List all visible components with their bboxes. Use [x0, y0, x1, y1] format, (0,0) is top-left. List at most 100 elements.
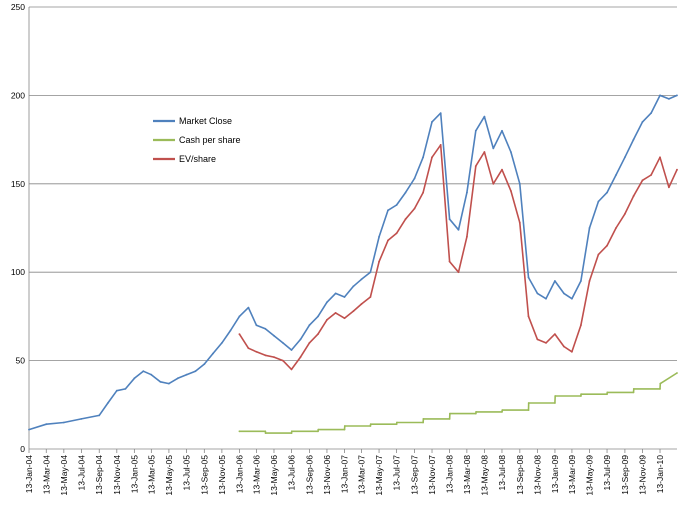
data-point-cash-per-share — [527, 402, 530, 404]
data-point-ev-share — [247, 347, 250, 350]
data-point-market-close — [326, 301, 328, 304]
data-point-cash-per-share — [448, 418, 451, 420]
legend-label-ev-share: EV/share — [179, 154, 216, 164]
data-point-market-close — [659, 94, 661, 97]
data-point-ev-share — [632, 195, 635, 198]
y-tick-label: 50 — [16, 356, 26, 366]
x-tick-label: 13-Mar-04 — [41, 455, 51, 494]
legend-label-market-close: Market Close — [179, 116, 232, 126]
data-point-market-close — [133, 377, 136, 380]
data-point-ev-share — [422, 191, 424, 194]
data-point-market-close — [431, 121, 433, 123]
data-point-market-close — [247, 306, 250, 309]
x-tick-label: 13-May-07 — [374, 455, 384, 496]
data-point-cash-per-share — [632, 391, 635, 394]
data-point-cash-per-share — [659, 382, 662, 385]
data-point-ev-share — [255, 350, 258, 353]
data-point-market-close — [273, 334, 275, 337]
x-tick-label: 13-Nov-04 — [112, 455, 122, 495]
data-point-ev-share — [518, 221, 521, 224]
data-point-market-close — [194, 370, 197, 373]
data-point-market-close — [536, 292, 539, 295]
data-point-market-close — [483, 115, 486, 118]
data-point-ev-share — [571, 350, 573, 353]
x-tick-label: 13-Jan-04 — [24, 455, 34, 494]
data-point-market-close — [317, 315, 319, 318]
data-point-ev-share — [369, 296, 372, 298]
data-point-market-close — [632, 138, 635, 141]
data-point-cash-per-share — [369, 425, 372, 427]
data-point-cash-per-share — [264, 430, 267, 433]
x-tick-label: 13-Jan-09 — [550, 455, 560, 494]
data-point-market-close — [308, 324, 311, 327]
data-point-cash-per-share — [659, 388, 661, 390]
x-tick-label: 13-Mar-08 — [462, 455, 472, 494]
data-point-ev-share — [413, 207, 416, 210]
x-tick-label: 13-Jul-05 — [181, 455, 191, 491]
data-point-ev-share — [457, 271, 460, 274]
data-point-market-close — [571, 297, 573, 300]
data-point-market-close — [597, 200, 600, 203]
data-point-market-close — [518, 182, 521, 185]
data-point-ev-share — [466, 235, 468, 238]
data-point-ev-share — [264, 354, 267, 357]
x-tick-label: 13-Sep-04 — [94, 455, 104, 495]
data-point-cash-per-share — [264, 432, 267, 434]
data-point-ev-share — [588, 280, 591, 282]
data-point-cash-per-share — [676, 372, 678, 374]
data-point-ev-share — [554, 333, 556, 335]
data-point-ev-share — [352, 310, 355, 312]
data-point-market-close — [124, 388, 127, 390]
data-point-market-close — [45, 423, 48, 426]
data-point-cash-per-share — [527, 409, 530, 411]
y-tick-label: 250 — [11, 2, 25, 12]
data-point-cash-per-share — [606, 391, 609, 394]
data-point-cash-per-share — [395, 423, 398, 426]
data-point-market-close — [466, 191, 468, 194]
data-point-market-close — [98, 414, 101, 417]
data-point-ev-share — [659, 156, 661, 159]
x-tick-label: 13-Nov-08 — [532, 455, 542, 495]
data-point-ev-share — [378, 260, 380, 263]
x-tick-label: 13-Nov-09 — [637, 455, 647, 495]
data-point-ev-share — [650, 174, 652, 176]
x-tick-label: 13-May-04 — [59, 455, 69, 496]
data-point-ev-share — [483, 151, 486, 153]
data-point-ev-share — [404, 218, 407, 221]
data-point-market-close — [422, 156, 424, 159]
data-point-ev-share — [492, 182, 495, 185]
x-tick-label: 13-Jan-06 — [234, 455, 244, 494]
x-tick-label: 13-Jul-08 — [497, 455, 507, 491]
data-point-ev-share — [290, 368, 293, 371]
data-point-cash-per-share — [554, 402, 556, 404]
data-point-market-close — [229, 329, 232, 332]
data-point-market-close — [221, 342, 223, 344]
data-point-market-close — [264, 327, 267, 330]
data-point-cash-per-share — [369, 423, 372, 426]
data-point-ev-share — [536, 338, 539, 341]
data-point-ev-share — [431, 156, 433, 159]
x-tick-label: 13-Jul-09 — [602, 455, 612, 491]
data-point-ev-share — [326, 319, 328, 321]
series-group — [28, 94, 678, 434]
data-point-market-close — [588, 227, 591, 229]
data-point-market-close — [545, 297, 547, 300]
x-tick-label: 13-May-06 — [269, 455, 279, 496]
x-tick-label: 13-Mar-06 — [251, 455, 261, 494]
data-point-market-close — [168, 382, 170, 385]
data-point-market-close — [554, 280, 556, 282]
data-point-market-close — [28, 428, 30, 431]
data-point-cash-per-share — [238, 430, 241, 433]
data-point-cash-per-share — [343, 425, 346, 427]
data-point-cash-per-share — [290, 430, 293, 433]
data-point-cash-per-share — [317, 430, 319, 433]
data-point-market-close — [448, 218, 451, 221]
x-tick-label: 13-Nov-05 — [217, 455, 227, 495]
data-point-cash-per-share — [317, 428, 320, 431]
series-line-ev-share — [238, 144, 678, 371]
x-tick-label: 13-Jul-06 — [287, 455, 297, 491]
x-tick-label: 13-Jan-05 — [129, 455, 139, 494]
data-point-market-close — [492, 147, 495, 150]
data-point-market-close — [212, 352, 214, 355]
data-point-ev-share — [308, 342, 311, 344]
